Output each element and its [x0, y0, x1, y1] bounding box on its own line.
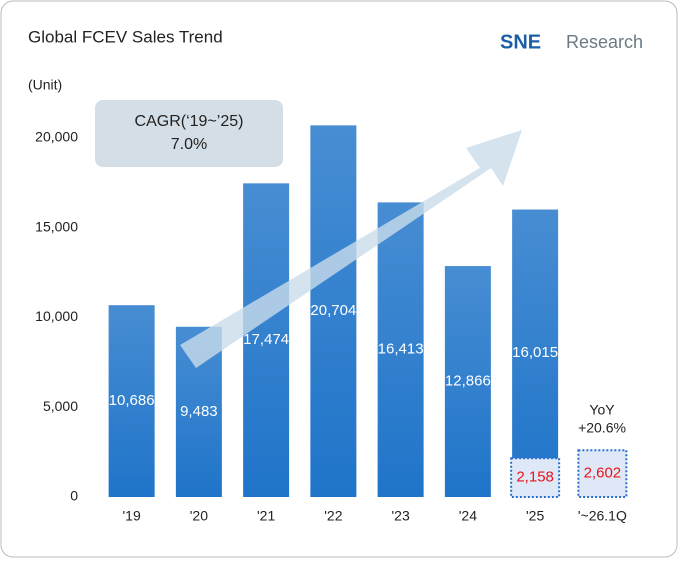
value-label: 17,474 [243, 331, 289, 348]
cagr-label: CAGR(‘19~’25) [135, 113, 244, 130]
quarter-bar [577, 449, 628, 498]
y-tick-label: 15,000 [35, 218, 78, 234]
bar [512, 209, 559, 497]
x-tick-label: '19 [123, 508, 141, 524]
x-tick-label: '21 [257, 508, 275, 524]
logo-research: Research [566, 32, 643, 52]
cagr-box [95, 100, 283, 167]
yoy-value: +20.6% [578, 420, 626, 436]
x-tick-label: '~26.1Q [578, 508, 627, 524]
y-tick-label: 5,000 [43, 398, 78, 414]
bar [108, 305, 155, 497]
bar [243, 183, 290, 497]
bar [377, 202, 424, 497]
value-label: 2,158 [516, 469, 554, 486]
bar [310, 125, 357, 498]
y-tick-label: 10,000 [35, 308, 78, 324]
value-label: 2,602 [584, 465, 622, 482]
unit-label: (Unit) [28, 77, 62, 93]
y-tick-label: 20,000 [35, 129, 78, 145]
y-tick-label: 0 [70, 488, 78, 504]
value-label: 9,483 [180, 403, 218, 420]
value-label: 16,413 [378, 341, 424, 358]
x-tick-label: '22 [324, 508, 342, 524]
value-label: 10,686 [109, 392, 155, 409]
x-tick-label: '23 [392, 508, 410, 524]
value-label: 12,866 [445, 372, 491, 389]
yoy-label: YoY [589, 402, 615, 418]
x-tick-label: '25 [526, 508, 544, 524]
value-label: 16,015 [512, 344, 558, 361]
x-tick-label: '20 [190, 508, 208, 524]
x-tick-label: '24 [459, 508, 477, 524]
chart-title: Global FCEV Sales Trend [28, 27, 223, 46]
logo-sne: SNE [500, 31, 541, 53]
bar [444, 266, 491, 497]
trend-arrow [180, 130, 522, 368]
value-label: 20,704 [310, 302, 356, 319]
quarter-bar [510, 457, 561, 498]
cagr-value: 7.0% [171, 136, 207, 153]
